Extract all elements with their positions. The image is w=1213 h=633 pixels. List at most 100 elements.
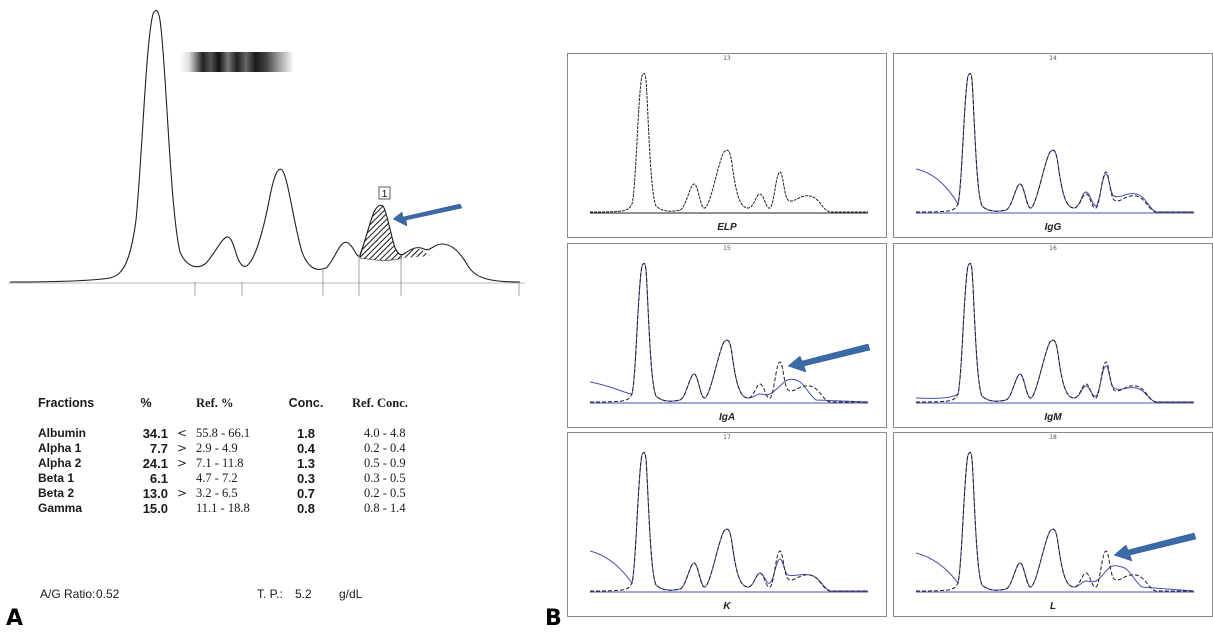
fraction-ref-percent: 7.1 - 11.8 xyxy=(196,456,244,470)
ife-elp-trace xyxy=(589,262,868,403)
total-protein-unit: g/dL xyxy=(339,587,363,601)
fraction-name: Alpha 2 xyxy=(38,456,82,470)
ife-immunofixation-trace xyxy=(915,262,1194,403)
table-row: Beta 1 6.1 4.7 - 7.2 0.3 0.3 - 0.5 xyxy=(38,471,454,486)
fraction-conc: 0.3 xyxy=(296,471,316,486)
ife-panel-l: 18 L xyxy=(893,432,1213,617)
fraction-name: Albumin xyxy=(38,426,86,440)
ife-elp-trace xyxy=(589,72,868,213)
gel-strip xyxy=(180,52,294,72)
ife-panel-igg: 14 IgG xyxy=(893,53,1213,238)
ife-panel-number: 16 xyxy=(1049,245,1057,252)
fraction-ref-percent: 55.8 - 66.1 xyxy=(196,426,251,440)
fraction-conc: 0.4 xyxy=(296,441,316,456)
fraction-conc: 0.7 xyxy=(296,486,316,501)
fraction-percent: 34.1 xyxy=(142,426,168,441)
fraction-percent: 7.7 xyxy=(149,441,168,456)
fraction-flag: > xyxy=(176,456,188,470)
fraction-percent: 13.0 xyxy=(142,486,168,501)
fraction-name: Gamma xyxy=(38,501,83,515)
fraction-ref-percent: 3.2 - 6.5 xyxy=(196,486,238,500)
fraction-ref-percent: 2.9 - 4.9 xyxy=(196,441,238,455)
ife-trace-plot xyxy=(589,451,868,593)
fraction-ref-conc: 0.5 - 0.9 xyxy=(364,456,406,470)
ife-trace-plot xyxy=(589,72,868,214)
ife-panel-iga: 15 IgA xyxy=(567,243,887,428)
fraction-name: Alpha 1 xyxy=(38,441,82,455)
fraction-conc: 1.8 xyxy=(296,426,316,441)
ife-elp-trace xyxy=(915,262,1194,403)
ife-panel-label: ELP xyxy=(717,222,737,233)
header-flag xyxy=(168,396,196,418)
fraction-ref-conc: 4.0 - 4.8 xyxy=(364,426,406,440)
table-row: Alpha 1 7.7 > 2.9 - 4.9 0.4 0.2 - 0.4 xyxy=(38,441,454,456)
panel-b-letter: B xyxy=(545,606,562,631)
table-header-row: Fractions % Ref. % Conc. Ref. Conc. xyxy=(38,396,454,418)
header-ref-conc: Ref. Conc. xyxy=(352,396,408,410)
ife-trace-plot xyxy=(915,262,1194,404)
fraction-conc: 0.8 xyxy=(296,501,316,516)
fraction-marker-box xyxy=(378,186,391,200)
fraction-name: Beta 2 xyxy=(38,486,75,500)
spep-densitogram: 1 xyxy=(8,9,525,296)
ife-panel-label: IgM xyxy=(1044,412,1062,423)
ife-panel-number: 17 xyxy=(723,434,731,441)
ife-panel-label: K xyxy=(723,601,731,612)
ife-panel-number: 18 xyxy=(1049,434,1057,441)
secondary-band-area xyxy=(402,248,430,258)
fraction-flag: < xyxy=(176,426,188,440)
ife-panel-elp: 13 ELP xyxy=(567,53,887,238)
ife-panel-number: 13 xyxy=(723,55,731,62)
ife-immunofixation-trace xyxy=(915,72,1194,213)
m-spike-arrow xyxy=(392,203,463,227)
fraction-flag xyxy=(168,471,196,486)
m-spike-area xyxy=(359,204,403,261)
fraction-ref-conc: 0.2 - 0.4 xyxy=(364,441,406,455)
fraction-flag xyxy=(168,501,196,516)
panel-a-letter: A xyxy=(6,606,24,631)
ife-panel-igm: 16 IgM xyxy=(893,243,1213,428)
ife-panel-label: IgA xyxy=(718,412,736,423)
ife-arrow xyxy=(1113,532,1197,562)
header-fractions: Fractions xyxy=(38,396,95,410)
ife-arrow xyxy=(787,343,871,373)
ife-trace-plot xyxy=(915,72,1194,214)
table-row: Beta 2 13.0 > 3.2 - 6.5 0.7 0.2 - 0.5 xyxy=(38,486,454,501)
ife-trace-plot xyxy=(915,451,1197,593)
fraction-percent: 24.1 xyxy=(142,456,168,471)
table-row: Albumin 34.1 < 55.8 - 66.1 1.8 4.0 - 4.8 xyxy=(38,418,454,441)
header-percent: % xyxy=(140,396,152,410)
ife-immunofixation-trace xyxy=(589,262,869,403)
ife-panel-k: 17 K xyxy=(567,432,887,617)
ife-immunofixation-trace xyxy=(589,451,868,592)
ife-elp-trace xyxy=(915,72,1194,213)
ife-panel-label: IgG xyxy=(1044,222,1062,233)
fraction-ref-percent: 4.7 - 7.2 xyxy=(196,471,238,485)
ife-immunofixation-trace xyxy=(915,451,1195,592)
fraction-ref-conc: 0.8 - 1.4 xyxy=(364,501,406,515)
fraction-conc: 1.3 xyxy=(296,456,316,471)
fraction-flag: > xyxy=(176,441,188,455)
spep-trace xyxy=(9,9,521,283)
fraction-marker-label: 1 xyxy=(382,189,388,200)
ife-panel-number: 15 xyxy=(723,245,731,252)
ife-panel-label: L xyxy=(1049,601,1057,612)
table-row: Alpha 2 24.1 > 7.1 - 11.8 1.3 0.5 - 0.9 xyxy=(38,456,454,471)
total-protein-value: 5.2 xyxy=(295,587,312,601)
fraction-name: Beta 1 xyxy=(38,471,75,485)
ife-elp-trace xyxy=(589,451,868,592)
ag-ratio-value: 0.52 xyxy=(96,587,120,601)
fraction-ref-percent: 11.1 - 18.8 xyxy=(196,501,250,515)
header-ref-percent: Ref. % xyxy=(196,396,234,410)
ife-panel-number: 14 xyxy=(1049,55,1057,62)
fractions-table: Fractions % Ref. % Conc. Ref. Conc. Albu… xyxy=(38,396,454,516)
ife-trace-plot xyxy=(589,262,871,404)
fraction-flag: > xyxy=(176,486,188,500)
ag-ratio-label: A/G Ratio: xyxy=(40,587,96,601)
fraction-percent: 15.0 xyxy=(142,501,168,516)
table-row: Gamma 15.0 11.1 - 18.8 0.8 0.8 - 1.4 xyxy=(38,501,454,516)
fraction-ref-conc: 0.3 - 0.5 xyxy=(364,471,406,485)
fraction-ref-conc: 0.2 - 0.5 xyxy=(364,486,406,500)
total-protein-label: T. P.: xyxy=(257,587,283,601)
header-conc: Conc. xyxy=(288,396,324,410)
